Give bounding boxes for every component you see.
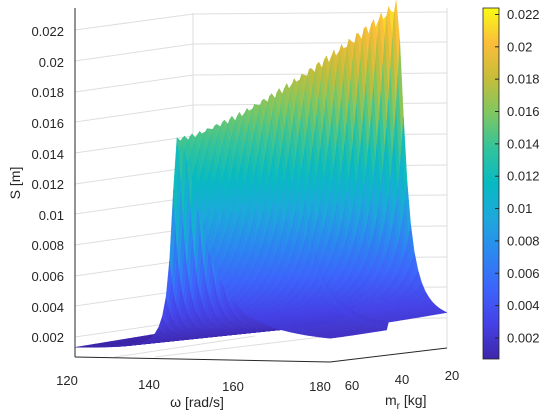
colorbar [482,7,500,360]
z-tick: 0.004 [31,300,64,315]
z-tick: 0.002 [31,330,64,345]
colorbar-tick-label: 0.022 [507,7,540,22]
x-axis-ticks: 120 140 160 180 [56,373,331,394]
y-axis-label-unit: [kg] [400,392,426,408]
z-tick: 0.008 [31,238,64,253]
x-tick: 140 [138,377,160,392]
z-tick: 0.016 [31,116,64,131]
colorbar-tick-label: 0.02 [507,39,532,54]
z-tick: 0.022 [31,24,64,39]
y-axis-ticks: 60 40 20 [345,368,459,393]
y-tick: 40 [395,372,409,387]
y-axis-label: mr [kg] [385,392,426,412]
z-tick: 0.012 [31,177,64,192]
x-axis-label: ω [rad/s] [170,394,224,410]
colorbar-tick-label: 0.002 [507,330,540,345]
colorbar-tick-label: 0.016 [507,104,540,119]
colorbar-tick-label: 0.01 [507,201,532,216]
colorbar-tick-label: 0.008 [507,233,540,248]
z-axis-label: S [m] [7,167,23,200]
z-axis-ticks: 0.002 0.004 0.006 0.008 0.01 0.012 0.014… [31,24,64,345]
z-tick: 0.014 [31,147,64,162]
x-tick: 120 [56,373,78,388]
y-axis-label-subscript: r [397,401,401,412]
z-tick: 0.01 [39,208,64,223]
colorbar-tick-label: 0.014 [507,136,540,151]
x-tick: 160 [222,379,244,394]
colorbar-tick-label: 0.012 [507,169,540,184]
z-tick: 0.02 [39,55,64,70]
y-axis-label-main: m [385,392,397,408]
colorbar-tick-label: 0.018 [507,72,540,87]
x-tick: 180 [309,379,331,394]
colorbar-ticks: 0.002 0.004 0.006 0.008 0.01 0.012 0.014 0.016 0… [495,7,540,345]
z-tick: 0.018 [31,85,64,100]
axes [74,8,448,363]
colorbar-tick-label: 0.004 [507,298,540,313]
y-tick: 20 [445,368,459,383]
z-tick: 0.006 [31,269,64,284]
y-tick: 60 [345,378,359,393]
surface-patch [326,337,332,339]
colorbar-tick-label: 0.006 [507,266,540,281]
surface [74,0,448,348]
